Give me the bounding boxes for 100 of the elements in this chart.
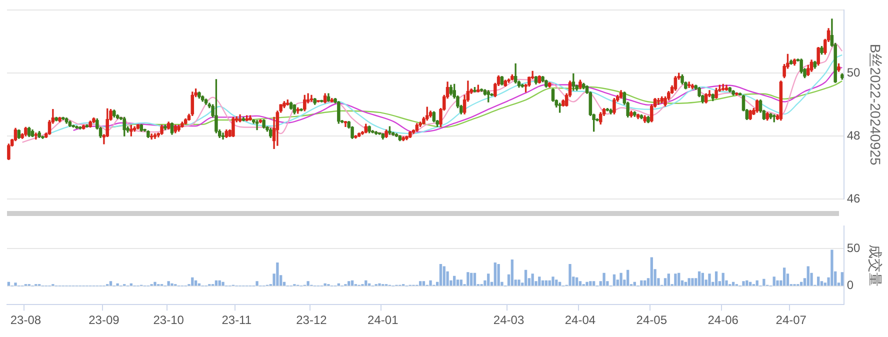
bar bbox=[442, 266, 446, 286]
bar bbox=[456, 280, 460, 286]
bar bbox=[667, 274, 670, 286]
bar bbox=[776, 280, 779, 286]
bar bbox=[830, 250, 834, 286]
bar bbox=[732, 282, 735, 286]
bar bbox=[218, 280, 221, 286]
bar bbox=[276, 262, 279, 286]
bar bbox=[524, 270, 528, 286]
bar bbox=[548, 280, 551, 286]
bar bbox=[644, 280, 646, 286]
bar bbox=[602, 272, 606, 286]
y-tick-label: 50 bbox=[846, 240, 861, 255]
bar bbox=[806, 266, 810, 286]
bar bbox=[497, 264, 500, 286]
bar bbox=[578, 281, 582, 286]
bar bbox=[214, 280, 218, 286]
bar bbox=[722, 272, 724, 286]
y-axis-title: 成交量 bbox=[868, 244, 884, 286]
bar bbox=[762, 278, 766, 286]
bar bbox=[688, 278, 690, 286]
x-tick-label: 23-08 bbox=[10, 313, 42, 328]
bar bbox=[198, 283, 201, 286]
x-tick-label: 24-05 bbox=[636, 313, 668, 328]
bar bbox=[701, 272, 704, 286]
line-series bbox=[22, 42, 843, 143]
x-tick-label: 24-01 bbox=[368, 313, 399, 328]
x-tick-label: 24-07 bbox=[776, 313, 807, 328]
bar bbox=[555, 280, 558, 286]
bar bbox=[256, 281, 258, 286]
bar bbox=[487, 274, 490, 286]
bar bbox=[640, 280, 643, 286]
bar bbox=[191, 277, 194, 286]
bar bbox=[473, 272, 476, 286]
bar bbox=[429, 280, 432, 286]
y-tick-label: 0 bbox=[846, 278, 854, 292]
bar bbox=[575, 277, 578, 286]
bar bbox=[568, 264, 572, 286]
bar bbox=[348, 281, 350, 286]
bar bbox=[422, 281, 426, 286]
bar bbox=[691, 278, 694, 286]
bar bbox=[364, 280, 368, 286]
bar bbox=[378, 283, 381, 286]
x-tick-label: 23-10 bbox=[153, 313, 184, 328]
bar bbox=[748, 282, 752, 286]
bar bbox=[840, 272, 844, 286]
x-tick-label: 24-03 bbox=[493, 313, 524, 328]
bar bbox=[592, 281, 596, 286]
y-tick-label: 50 bbox=[846, 65, 861, 80]
bar bbox=[698, 271, 701, 286]
bar bbox=[633, 282, 636, 286]
bar bbox=[531, 274, 534, 286]
bar bbox=[586, 282, 588, 286]
x-tick-label: 24-04 bbox=[564, 313, 596, 328]
bar bbox=[453, 276, 456, 286]
bar bbox=[116, 283, 119, 286]
x-tick-label: 23-11 bbox=[222, 313, 252, 328]
bar bbox=[756, 280, 758, 286]
bar bbox=[589, 281, 592, 286]
bar bbox=[620, 272, 622, 286]
y-axis-title: B丝2022-20240925 bbox=[868, 44, 884, 166]
bar bbox=[678, 272, 680, 286]
bar bbox=[154, 282, 156, 286]
bar bbox=[684, 282, 687, 286]
bar bbox=[708, 274, 711, 286]
bar bbox=[167, 281, 170, 286]
y-tick-label: 46 bbox=[846, 191, 861, 206]
bar bbox=[541, 280, 544, 286]
bar bbox=[350, 280, 354, 286]
bar bbox=[306, 281, 310, 286]
bar bbox=[368, 283, 371, 286]
bar bbox=[439, 264, 442, 286]
x-tick-label: 23-12 bbox=[296, 313, 328, 328]
bar bbox=[418, 281, 422, 286]
x-tick-label: 23-09 bbox=[88, 313, 120, 328]
bar bbox=[109, 281, 112, 286]
bar bbox=[746, 280, 748, 286]
bar bbox=[324, 283, 326, 286]
bar bbox=[7, 282, 10, 286]
bar bbox=[674, 274, 677, 286]
bar bbox=[772, 276, 776, 286]
bar bbox=[470, 272, 473, 286]
bar bbox=[782, 268, 786, 286]
bar bbox=[130, 283, 132, 286]
x-tick-label: 24-06 bbox=[708, 313, 739, 328]
bar bbox=[817, 276, 820, 286]
bar bbox=[558, 282, 562, 286]
bar bbox=[544, 280, 548, 286]
bar bbox=[518, 280, 520, 286]
bar bbox=[170, 283, 174, 286]
bar bbox=[222, 282, 224, 286]
bar bbox=[612, 274, 616, 286]
bar bbox=[510, 259, 514, 286]
bar bbox=[460, 280, 462, 286]
bar bbox=[626, 270, 630, 286]
bar bbox=[194, 280, 198, 286]
bar bbox=[466, 272, 470, 286]
bar bbox=[494, 262, 496, 286]
y-tick-label: 48 bbox=[846, 128, 861, 142]
bar bbox=[714, 271, 718, 286]
